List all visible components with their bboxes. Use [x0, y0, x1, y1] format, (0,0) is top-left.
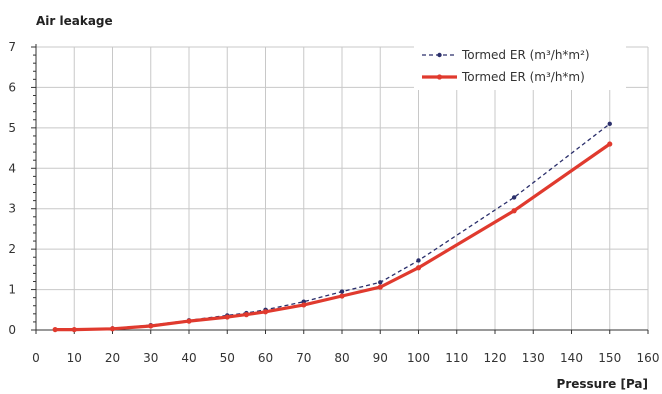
series-1-point-9	[339, 293, 345, 299]
y-tick-label-0: 0	[8, 323, 16, 337]
series-0-point-11	[416, 258, 421, 263]
y-tick-label-4: 4	[8, 161, 16, 175]
series-0-point-13	[607, 121, 612, 127]
legend-marker-dashed	[437, 52, 442, 58]
axes	[31, 44, 649, 334]
series-1-point-3	[148, 323, 154, 329]
x-tick-label-15: 150	[598, 351, 621, 365]
series-1-point-4	[186, 318, 192, 324]
y-tick-label-1: 1	[8, 283, 16, 297]
series-1-point-12	[511, 208, 517, 214]
x-tick-label-16: 160	[637, 351, 660, 365]
y-tick-label-6: 6	[8, 80, 16, 94]
x-tick-label-11: 110	[445, 351, 468, 365]
series-0-point-9	[339, 289, 345, 294]
x-tick-label-8: 80	[334, 351, 349, 365]
series-1-point-1	[71, 326, 77, 333]
series-1-point-8	[301, 302, 307, 308]
x-tick-label-2: 20	[105, 351, 120, 365]
x-tick-label-3: 30	[143, 351, 158, 365]
y-axis-title: Air leakage	[36, 14, 113, 28]
y-tick-label-7: 7	[8, 40, 16, 54]
series-1-point-7	[262, 309, 269, 315]
x-tick-labels: 0 10 20 30 40 50 60 70 80 90 100 110 120 130 140 150 160	[32, 351, 659, 365]
x-tick-label-1: 10	[67, 351, 82, 365]
x-tick-label-7: 70	[296, 351, 311, 365]
series-0-point-10	[378, 280, 383, 285]
series-1-point-6	[243, 312, 249, 318]
x-tick-label-0: 0	[32, 351, 40, 365]
x-tick-label-5: 50	[220, 351, 235, 365]
series-line-1	[55, 142, 611, 332]
y-tick-label-2: 2	[8, 242, 16, 256]
x-tick-label-14: 140	[560, 351, 583, 365]
series-1-point-11	[415, 265, 422, 271]
series-1-point-2	[109, 326, 116, 332]
legend-label-m3-h-m: Tormed ER (m³/h*m)	[461, 70, 585, 84]
legend-background	[414, 40, 626, 90]
y-tick-label-5: 5	[8, 121, 16, 135]
x-tick-label-10: 100	[407, 351, 430, 365]
x-axis-title: Pressure [Pa]	[557, 377, 648, 391]
x-tick-label-9: 90	[373, 351, 388, 365]
x-tick-label-4: 40	[181, 351, 196, 365]
series-1-point-5	[224, 314, 230, 320]
series-1-point-13	[607, 141, 613, 147]
series-1-point-10	[377, 284, 383, 290]
series-group	[52, 121, 613, 333]
series-1-point-0	[52, 326, 58, 333]
x-tick-label-6: 60	[258, 351, 273, 365]
legend: Tormed ER (m³/h*m²) Tormed ER (m³/h*m)	[414, 40, 626, 90]
series-0-point-12	[511, 195, 517, 200]
legend-marker-solid	[436, 74, 443, 80]
y-tick-labels: 0 1 2 3 4 5 6 7	[8, 40, 16, 337]
x-tick-label-12: 120	[484, 351, 507, 365]
x-tick-label-13: 130	[522, 351, 545, 365]
y-tick-label-3: 3	[8, 202, 16, 216]
legend-label-m3-h-m2: Tormed ER (m³/h*m²)	[461, 48, 590, 62]
